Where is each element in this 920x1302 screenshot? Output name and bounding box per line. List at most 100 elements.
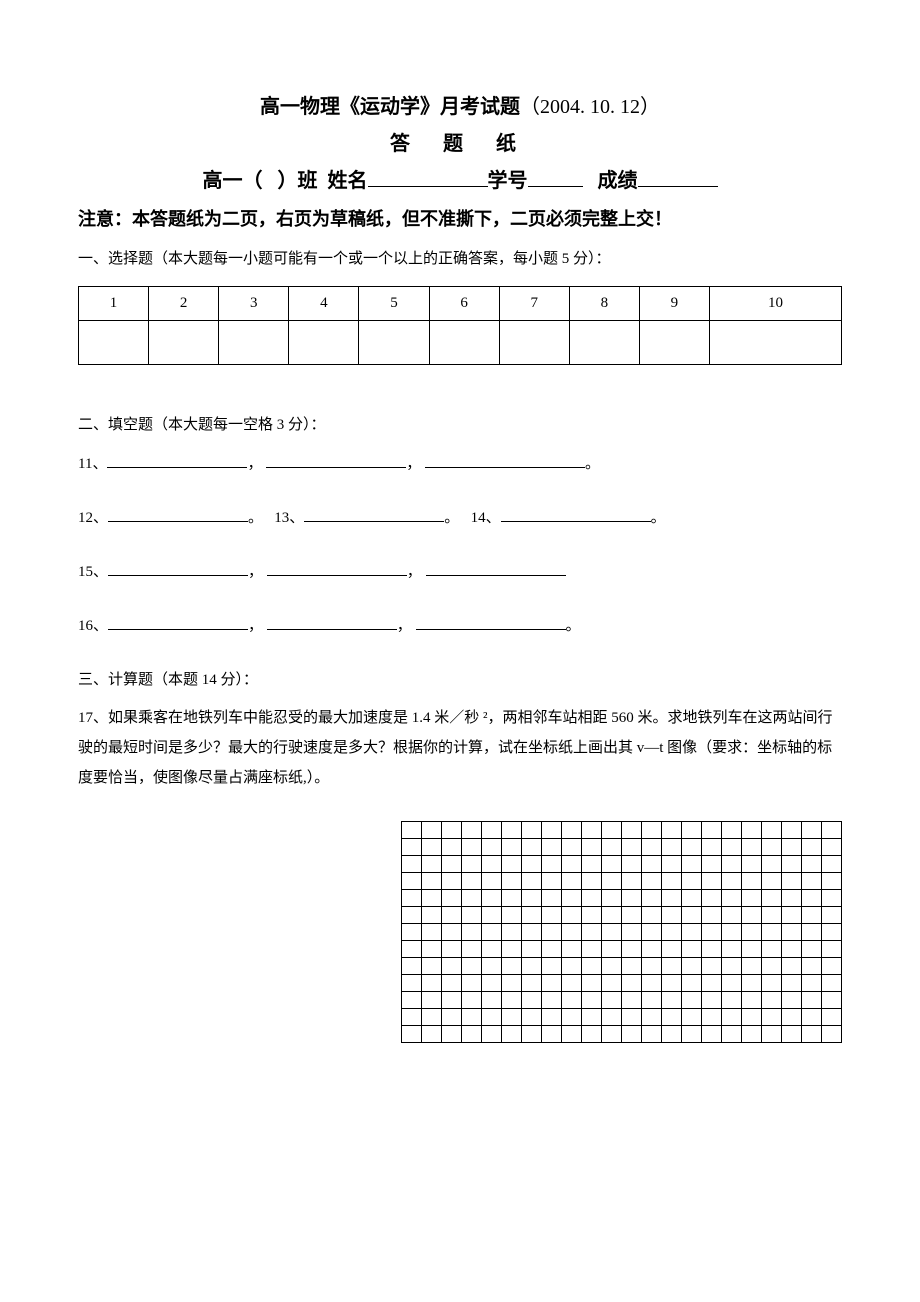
grid-cell: [602, 907, 622, 924]
mc-cell: 9: [639, 287, 709, 321]
grid-cell: [782, 890, 802, 907]
grid-cell: [442, 958, 462, 975]
grid-cell: [742, 822, 762, 839]
grid-cell: [822, 958, 842, 975]
q15-label: 15、: [78, 564, 108, 580]
grid-cell: [482, 992, 502, 1009]
grid-cell: [562, 907, 582, 924]
grid-cell: [822, 975, 842, 992]
grid-cell: [722, 856, 742, 873]
grid-cell: [442, 873, 462, 890]
grid-cell: [822, 941, 842, 958]
period: 。: [585, 456, 600, 472]
grid-cell: [822, 924, 842, 941]
grid-cell: [762, 822, 782, 839]
grid-cell: [722, 1009, 742, 1026]
grid-cell: [762, 992, 782, 1009]
grid-cell: [602, 890, 622, 907]
grid-cell: [602, 992, 622, 1009]
grid-cell: [722, 941, 742, 958]
mc-answer-cell: [79, 321, 149, 365]
grid-cell: [702, 1009, 722, 1026]
grid-container: [78, 821, 842, 1043]
grid-cell: [422, 839, 442, 856]
grid-cell: [642, 958, 662, 975]
blank: [304, 506, 444, 522]
grid-cell: [802, 822, 822, 839]
grid-cell: [422, 992, 442, 1009]
grid-cell: [562, 975, 582, 992]
grid-cell: [462, 975, 482, 992]
grid-cell: [722, 907, 742, 924]
grid-cell: [742, 924, 762, 941]
grid-cell: [722, 890, 742, 907]
grid-cell: [422, 890, 442, 907]
comma: ，: [407, 564, 422, 580]
name-blank: [368, 186, 488, 187]
grid-cell: [642, 1009, 662, 1026]
grid-cell: [562, 941, 582, 958]
mc-answer-cell: [499, 321, 569, 365]
grid-cell: [402, 941, 422, 958]
period: 。: [651, 510, 666, 526]
grid-cell: [422, 941, 442, 958]
grid-cell: [602, 839, 622, 856]
grid-cell: [782, 1009, 802, 1026]
grid-cell: [722, 839, 742, 856]
title-date: （2004. 10. 12）: [520, 96, 660, 118]
grid-cell: [442, 856, 462, 873]
grid-cell: [442, 941, 462, 958]
grid-cell: [602, 941, 622, 958]
grid-cell: [682, 1009, 702, 1026]
grid-cell: [802, 873, 822, 890]
grid-cell: [682, 873, 702, 890]
grid-cell: [522, 856, 542, 873]
grid-cell: [582, 958, 602, 975]
grid-cell: [702, 992, 722, 1009]
grid-cell: [682, 856, 702, 873]
grid-cell: [822, 907, 842, 924]
grid-cell: [502, 941, 522, 958]
grid-cell: [582, 924, 602, 941]
grid-cell: [802, 975, 822, 992]
grid-cell: [462, 1009, 482, 1026]
grid-cell: [582, 1026, 602, 1043]
grid-cell: [562, 822, 582, 839]
grid-cell: [722, 992, 742, 1009]
grid-cell: [722, 873, 742, 890]
grid-cell: [742, 907, 762, 924]
comma: ，: [247, 456, 262, 472]
grid-cell: [422, 958, 442, 975]
grid-cell: [482, 1009, 502, 1026]
q12-14-line: 12、。 13、。 14、。: [78, 506, 842, 530]
grid-cell: [582, 822, 602, 839]
id-label: 学号: [488, 170, 528, 192]
grid-cell: [802, 907, 822, 924]
grid-cell: [522, 992, 542, 1009]
title-sub: 答 题 纸: [78, 127, 842, 156]
grid-cell: [582, 856, 602, 873]
grid-cell: [662, 839, 682, 856]
grid-cell: [502, 839, 522, 856]
grid-cell: [402, 924, 422, 941]
grid-cell: [482, 907, 502, 924]
grid-cell: [522, 1026, 542, 1043]
grid-cell: [622, 941, 642, 958]
grid-cell: [742, 992, 762, 1009]
grid-cell: [582, 975, 602, 992]
mc-cell: 3: [219, 287, 289, 321]
grid-cell: [562, 890, 582, 907]
grid-cell: [562, 992, 582, 1009]
grid-cell: [422, 1009, 442, 1026]
grid-cell: [782, 958, 802, 975]
grid-cell: [562, 1026, 582, 1043]
grid-cell: [622, 907, 642, 924]
blank: [501, 506, 651, 522]
grid-cell: [662, 822, 682, 839]
grid-cell: [502, 890, 522, 907]
grid-cell: [482, 958, 502, 975]
grid-cell: [562, 958, 582, 975]
grid-cell: [602, 822, 622, 839]
grid-cell: [642, 890, 662, 907]
grid-cell: [442, 907, 462, 924]
